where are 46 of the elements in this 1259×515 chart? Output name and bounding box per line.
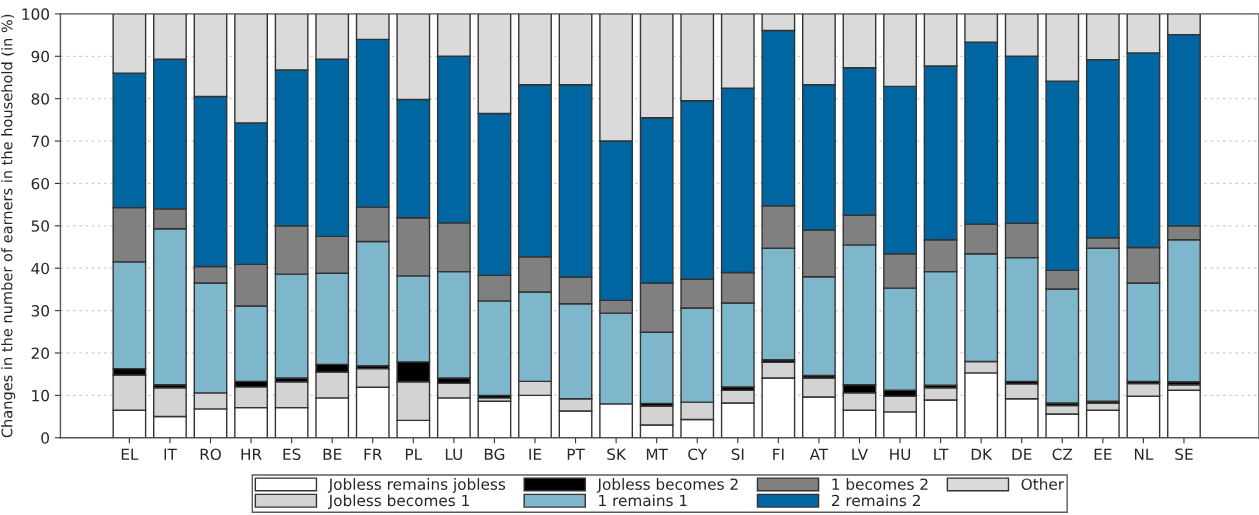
x-tick-label: FI bbox=[773, 448, 784, 460]
x-tick-label: IE bbox=[529, 448, 542, 460]
x-tick-label: CZ bbox=[1052, 448, 1073, 460]
x-tick-label: SK bbox=[607, 448, 627, 460]
y-tick-label: 100 bbox=[22, 8, 49, 20]
y-axis-title: Changes in the number of earners in the household (in %) bbox=[1, 14, 16, 438]
x-tick-label: EE bbox=[1094, 448, 1112, 460]
x-tick-label: DE bbox=[1012, 448, 1032, 460]
x-tick-label: LV bbox=[852, 448, 868, 460]
x-tick-label: DK bbox=[971, 448, 993, 460]
x-tick-label: EL bbox=[121, 448, 139, 460]
x-tick-label: LU bbox=[445, 448, 463, 460]
y-tick-label: 10 bbox=[32, 389, 49, 402]
x-tick-label: HR bbox=[241, 448, 262, 460]
x-tick-label: BG bbox=[484, 448, 505, 460]
x-tick-label: PL bbox=[405, 448, 423, 460]
y-tick-label: 30 bbox=[31, 305, 49, 317]
x-tick-label: SI bbox=[731, 448, 744, 460]
legend-label: 2 remains 2 bbox=[831, 494, 920, 507]
x-tick-label: SE bbox=[1175, 448, 1193, 460]
legend-label: Jobless becomes 2 bbox=[596, 478, 738, 493]
y-tick-label: 20 bbox=[31, 347, 49, 359]
x-tick-label: HU bbox=[890, 448, 911, 460]
y-tick-label: 0 bbox=[41, 432, 49, 444]
legend-label: 1 becomes 2 bbox=[832, 478, 928, 490]
x-tick-label: AT bbox=[809, 448, 829, 460]
x-tick-label: MT bbox=[646, 448, 668, 460]
x-tick-label: RO bbox=[200, 448, 221, 460]
x-tick-label: CY bbox=[688, 448, 708, 460]
x-tick-label: PT bbox=[567, 448, 585, 460]
y-tick-label: 60 bbox=[31, 177, 49, 190]
y-tick-label: 80 bbox=[31, 93, 49, 105]
x-tick-label: IT bbox=[164, 448, 177, 460]
y-tick-label: 40 bbox=[31, 262, 49, 275]
x-tick-label: FR bbox=[364, 448, 383, 460]
y-tick-label: 70 bbox=[31, 135, 49, 148]
y-tick-label: 50 bbox=[31, 220, 49, 232]
legend-label: Jobless becomes 1 bbox=[327, 494, 469, 510]
x-tick-label: LT bbox=[934, 448, 949, 460]
x-tick-label: NL bbox=[1134, 448, 1154, 460]
legend-label: Other bbox=[1021, 478, 1065, 490]
y-tick-label: 90 bbox=[31, 50, 49, 63]
x-tick-label: ES bbox=[283, 448, 301, 460]
x-tick-label: BE bbox=[323, 448, 342, 460]
legend-label: 1 remains 1 bbox=[599, 494, 687, 507]
legend-label: Jobless remains jobless bbox=[327, 478, 506, 493]
